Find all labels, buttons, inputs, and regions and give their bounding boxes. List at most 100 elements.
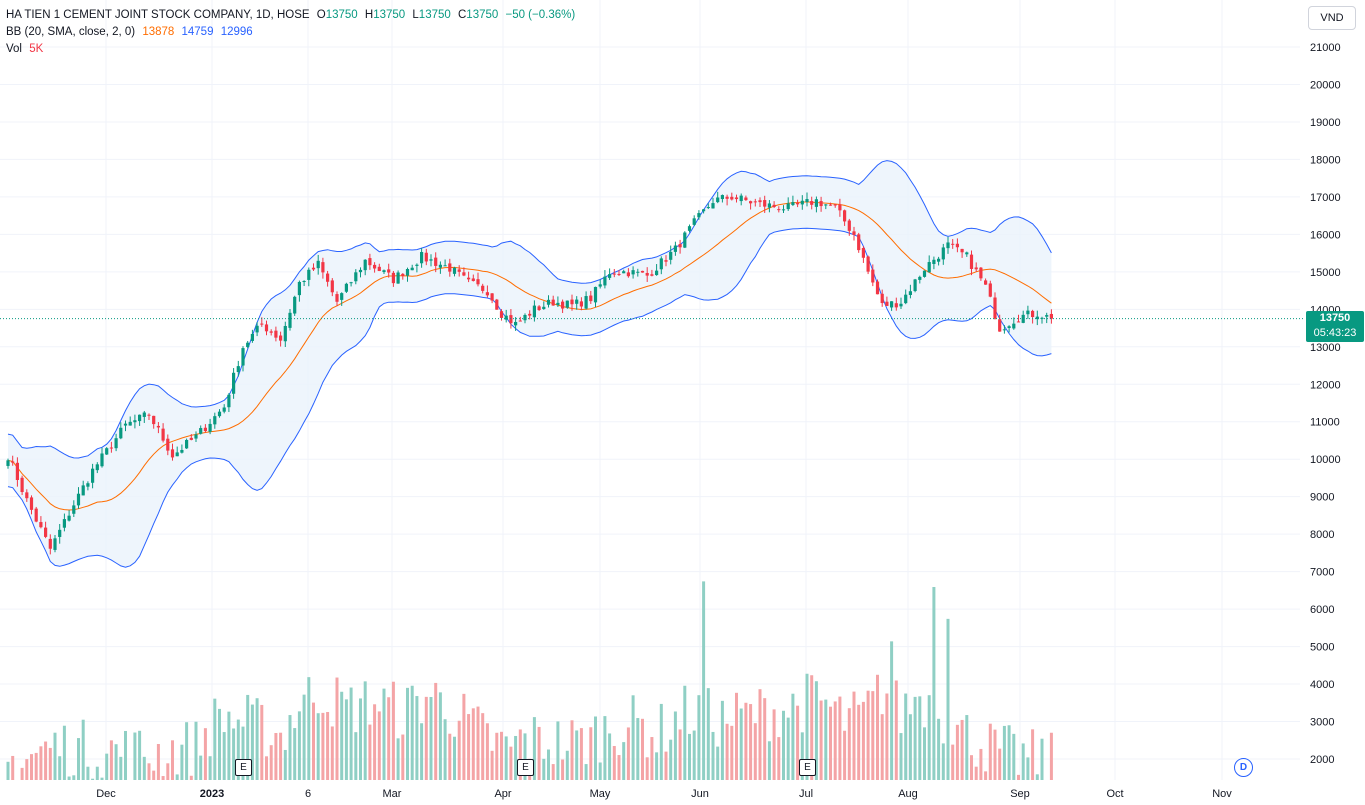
candle-body (899, 303, 903, 307)
volume-bar (396, 738, 400, 780)
earnings-marker[interactable]: E (517, 759, 534, 776)
volume-bar (612, 745, 616, 780)
volume-bar (800, 732, 804, 780)
volume-bar (692, 730, 696, 780)
candle-body (631, 270, 635, 275)
price-axis-label: 21000 (1310, 42, 1341, 54)
candle-body (894, 303, 898, 308)
volume-bar (448, 733, 452, 780)
volume-bar (62, 725, 66, 780)
candle-body (593, 286, 598, 303)
candle-body (133, 420, 137, 423)
candle-body (373, 264, 377, 269)
candle-body (311, 267, 316, 270)
candle-body (608, 274, 612, 278)
candle-body (170, 449, 175, 458)
time-axis-label: Apr (494, 788, 511, 800)
volume-bar (119, 756, 123, 780)
volume-bar (622, 742, 626, 780)
volume-bar (152, 770, 156, 780)
candle-body (664, 260, 668, 262)
candle-body (904, 294, 908, 304)
price-axis-label: 17000 (1310, 192, 1341, 204)
candle-body (1045, 315, 1049, 317)
volume-bar (960, 719, 964, 780)
volume-bar (363, 681, 367, 780)
candle-body (561, 301, 565, 309)
candle-body (650, 274, 654, 276)
price-axis-label: 5000 (1310, 642, 1334, 654)
volume-legend: Vol 5K (6, 41, 47, 57)
candle-body (255, 325, 259, 333)
candle-body (828, 204, 833, 206)
volume-bar (735, 692, 738, 780)
candle-body (321, 262, 325, 273)
candle-body (443, 265, 447, 267)
time-axis-label: Mar (383, 788, 402, 800)
candle-body (438, 264, 442, 268)
dividend-marker[interactable]: D (1234, 758, 1253, 777)
candle-body (575, 299, 579, 304)
volume-bar (814, 681, 818, 780)
volume-bar (669, 739, 673, 780)
candle-body (603, 276, 607, 286)
volume-bar (133, 732, 137, 780)
volume-bar (824, 699, 828, 780)
earnings-marker[interactable]: E (799, 759, 816, 776)
earnings-marker[interactable]: E (235, 759, 252, 776)
volume-bar (485, 723, 489, 780)
volume-bar (998, 748, 1002, 780)
candle-body (659, 258, 663, 270)
candle-body (786, 203, 790, 210)
candle-body (584, 296, 588, 309)
volume-bar (547, 749, 550, 780)
volume-bar (20, 767, 24, 780)
time-axis-label: 6 (305, 788, 311, 800)
candle-body (546, 299, 551, 305)
time-axis-label: Jun (691, 788, 709, 800)
candle-body (772, 204, 776, 208)
candle-body (91, 468, 95, 483)
volume-bar (772, 709, 776, 780)
volume-bar (25, 759, 29, 780)
candle-body (857, 234, 861, 251)
volume-bar (283, 749, 287, 780)
volume-bar (1049, 732, 1053, 780)
volume-bar (655, 752, 659, 780)
volume-bar (213, 698, 217, 780)
volume-bar (904, 693, 908, 780)
volume-bar (744, 702, 748, 780)
candle-body (457, 269, 461, 272)
candle-body (777, 209, 781, 211)
volume-bar (11, 755, 15, 780)
volume-bar (894, 680, 898, 780)
candle-body (979, 267, 983, 279)
candle-body (969, 254, 974, 269)
candle-body (687, 226, 692, 231)
candle-body (368, 258, 372, 266)
volume-bar (791, 693, 795, 780)
high-label: H (364, 9, 374, 21)
currency-button[interactable]: VND (1308, 6, 1356, 30)
candle-body (960, 248, 964, 253)
volume-bar (664, 751, 668, 780)
candle-body (462, 272, 466, 276)
candle-body (29, 497, 34, 510)
candle-body (222, 407, 226, 412)
volume-bar (30, 754, 33, 780)
high-value: 13750 (373, 9, 406, 21)
candle-body (946, 242, 950, 249)
volume-bar (495, 732, 499, 780)
volume-bar (48, 747, 52, 780)
volume-bar (946, 618, 950, 780)
volume-bar (603, 716, 607, 780)
candle-body (48, 538, 52, 549)
volume-bar (476, 706, 480, 780)
volume-bar (866, 690, 870, 780)
volume-bar (725, 723, 729, 780)
close-value: 13750 (466, 9, 499, 21)
candle-body (725, 196, 729, 199)
volume-bar (124, 730, 127, 780)
volume-bar (218, 708, 221, 780)
